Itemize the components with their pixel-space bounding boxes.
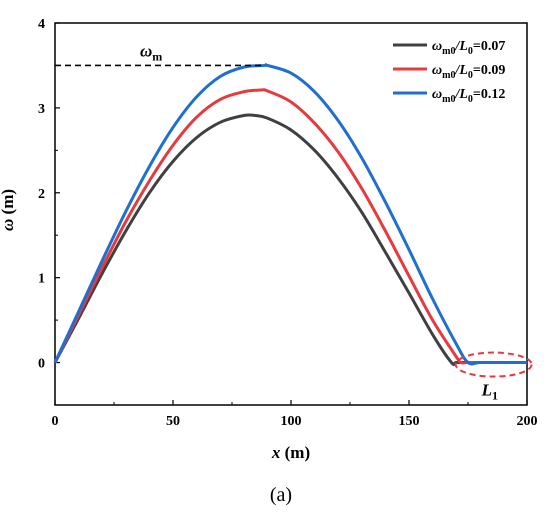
svg-text:ω (m): ω (m) <box>0 189 17 231</box>
y-tick-label: 1 <box>38 272 45 287</box>
x-tick-label: 200 <box>517 414 538 429</box>
x-tick-label: 50 <box>166 414 180 429</box>
x-tick-label: 150 <box>399 414 420 429</box>
y-tick-label: 0 <box>38 357 45 372</box>
annotations: ωm L1 <box>55 41 533 403</box>
L1-label: L1 <box>481 381 498 403</box>
y-axis-title: ω (m) <box>0 189 17 231</box>
L1-ellipse <box>454 351 533 378</box>
caption: (a) <box>270 484 292 506</box>
legend-label-1: ωm0/L0=0.07 <box>432 39 505 57</box>
y-axis: 0 1 2 3 4 <box>38 17 60 406</box>
omega-m-label: ωm <box>140 41 162 63</box>
legend-label-3: ωm0/L0=0.12 <box>432 87 505 105</box>
y-tick-label: 4 <box>38 17 45 32</box>
svg-text:x (m): x (m) <box>271 443 310 462</box>
x-axis-title: x (m) <box>271 443 310 462</box>
x-axis: 0 50 100 150 200 <box>52 400 538 429</box>
series-line-3 <box>53 63 527 366</box>
series-line-1 <box>53 113 527 367</box>
y-tick-label: 2 <box>38 187 45 202</box>
legend: ωm0/L0=0.07 ωm0/L0=0.09 ωm0/L0=0.12 <box>393 39 505 105</box>
y-tick-label: 3 <box>38 102 45 117</box>
x-tick-label: 0 <box>52 414 59 429</box>
x-tick-label: 100 <box>281 414 302 429</box>
series-layer <box>53 63 527 367</box>
legend-label-2: ωm0/L0=0.09 <box>432 63 505 81</box>
series-line-2 <box>53 88 527 365</box>
